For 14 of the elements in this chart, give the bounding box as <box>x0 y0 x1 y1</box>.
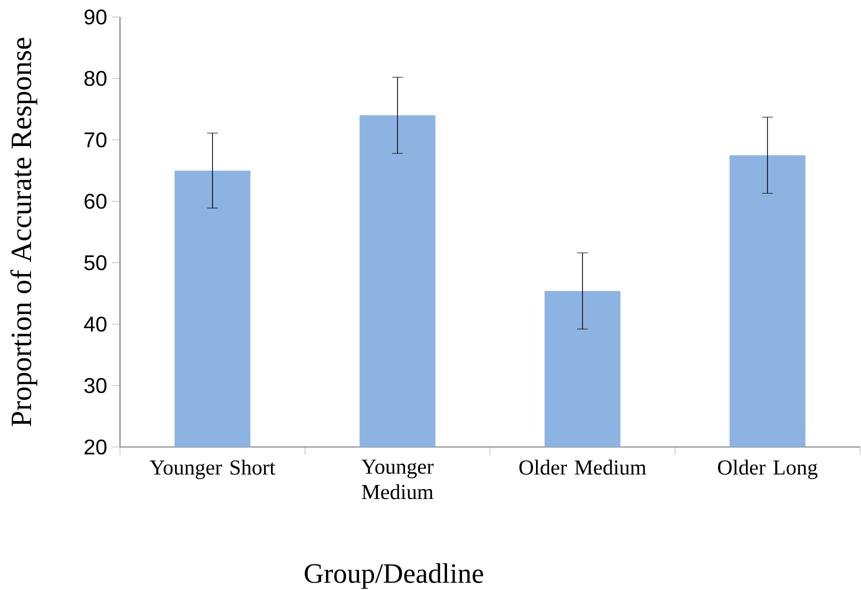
y-tick-label: 60 <box>84 194 106 209</box>
y-tick-label: 90 <box>84 9 106 25</box>
y-tick-label: 40 <box>84 316 106 332</box>
x-tick-label: Older Long <box>718 460 818 480</box>
x-axis-title: Group/Deadline <box>304 563 484 589</box>
y-tick-label: 80 <box>84 70 106 86</box>
y-axis-title: Proportion of Accurate Response <box>10 38 38 426</box>
y-tick-label: 20 <box>84 439 106 455</box>
x-tick-label: Older Medium <box>519 460 646 475</box>
x-tick-label: Younger Short <box>150 460 276 480</box>
x-tick-label: Younger Medium <box>361 460 434 500</box>
y-tick-label: 70 <box>84 132 106 148</box>
y-tick-label: 50 <box>84 255 106 270</box>
y-tick-label: 30 <box>84 378 106 394</box>
